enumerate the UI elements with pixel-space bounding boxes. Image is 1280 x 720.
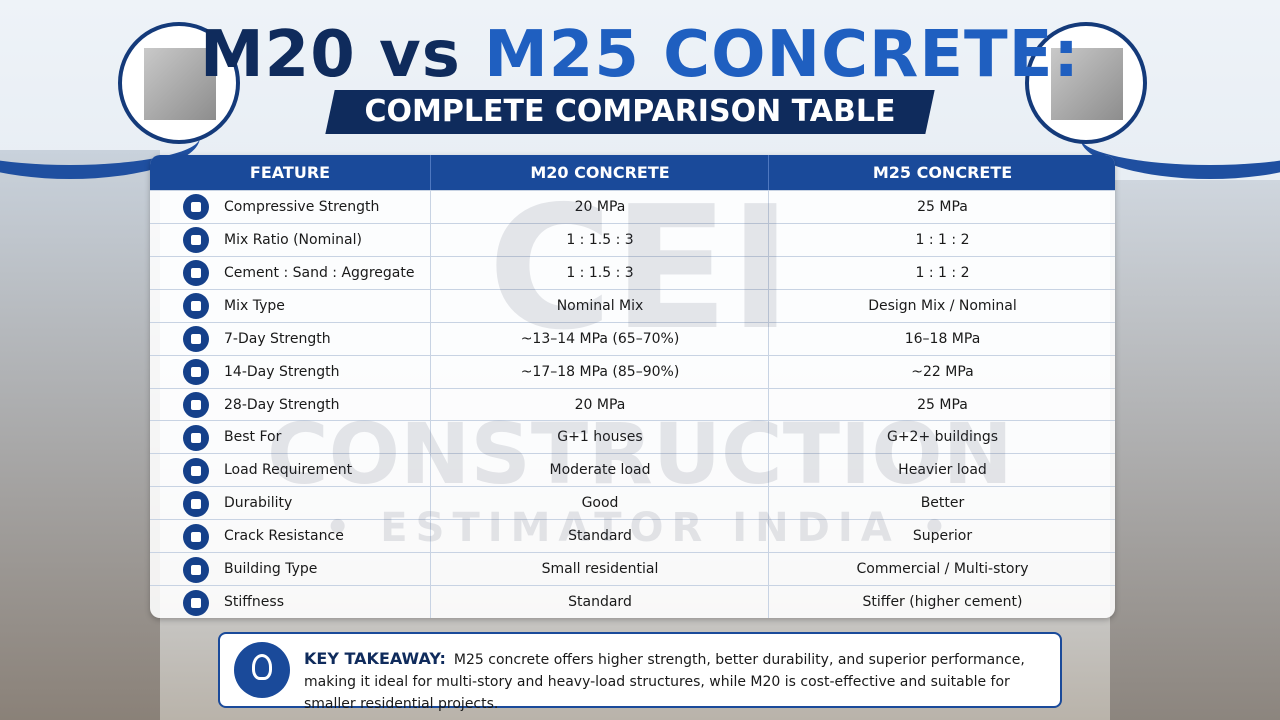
background-right [1110, 180, 1280, 720]
table-cell: Stiffness [224, 594, 284, 611]
concrete-cube [118, 22, 240, 144]
table-cell: 1 : 1.5 : 3 [430, 223, 769, 257]
table-cell: Nominal Mix [430, 289, 769, 323]
table-cell: Building Type [224, 561, 318, 578]
title-part: M20 vs [199, 18, 461, 92]
table-row: 14-Day Strength ~17–18 MPa (85–90%) ~22 MP… [150, 354, 1115, 389]
table-cell: G+1 houses [430, 421, 769, 455]
watermark: CONSTRUCTION [267, 405, 1013, 503]
table-cell: Mix Type [224, 297, 285, 314]
table-row: Best For G+1 houses G+2+ buildings [150, 420, 1115, 455]
takeaway-body: M25 concrete offers higher strength, bet… [304, 652, 1025, 712]
table-cell: Crack Resistance [224, 528, 344, 545]
table-row: Building Type Small residential Commercial… [150, 552, 1115, 587]
table-cell: Commercial / Multi-story [768, 553, 1115, 587]
table-row: Crack Resistance Standard Superior [150, 519, 1115, 554]
table-row: Compressive Strength 20 MPa 25 MPa [150, 190, 1115, 224]
background-left [0, 150, 160, 720]
table-row: 7-Day Strength ~13–14 MPa (65–70%) 16–18 M… [150, 321, 1115, 356]
table-cell: 16–18 MPa [768, 322, 1115, 356]
table-cell: 14-Day Strength [224, 363, 340, 380]
concrete-cube [1025, 22, 1147, 144]
table-cell: Moderate load [430, 454, 769, 488]
takeaway-text: KEY TAKEAWAY: M25 concrete offers higher … [304, 648, 1049, 715]
row-icon [183, 227, 209, 254]
row-icon [183, 589, 209, 616]
row-icon [183, 523, 209, 550]
table-row: Durability Good Better [150, 486, 1115, 521]
watermark: CEI [487, 170, 793, 368]
row-icon [183, 260, 209, 287]
table-cell: ~17–18 MPa (85–90%) [430, 355, 769, 389]
row-icon [183, 490, 209, 517]
row-icon [183, 391, 209, 418]
table-cell: Standard [430, 520, 769, 554]
row-icon [183, 359, 209, 386]
row-icon [183, 194, 209, 221]
table-cell: Heavier load [768, 454, 1115, 488]
table: FEATURE M20 CONCRETE M25 CONCRETE Compressi… [150, 155, 1115, 618]
table-cell: 20 MPa [430, 388, 769, 422]
table-cell: ~22 MPa [768, 355, 1115, 389]
watermark: • ESTIMATOR INDIA • [324, 505, 956, 551]
table-row: Stiffness Standard Stiffer (higher cement) [150, 585, 1115, 618]
table-cell: 7-Day Strength [224, 330, 331, 347]
table-cell: 25 MPa [768, 388, 1115, 422]
table-cell: Best For [224, 429, 282, 446]
column-header: M25 CONCRETE [768, 155, 1115, 190]
table-cell: Superior [768, 520, 1115, 554]
table-cell: Standard [430, 586, 769, 618]
table-cell: G+2+ buildings [768, 421, 1115, 455]
table-cell: 20 MPa [430, 191, 769, 224]
bulb-icon [234, 642, 290, 698]
row-icon [183, 326, 209, 353]
column-header: M20 CONCRETE [430, 155, 769, 190]
table-cell: Design Mix / Nominal [768, 289, 1115, 323]
table-cell: Good [430, 487, 769, 521]
table-cell: Compressive Strength [224, 199, 380, 215]
title: M20 vs M25 CONCRETE: [0, 18, 1280, 92]
table-row: Mix Type Nominal Mix Design Mix / Nominal [150, 288, 1115, 323]
table-cell: Stiffer (higher cement) [768, 586, 1115, 618]
takeaway-label: KEY TAKEAWAY: [304, 649, 446, 668]
table-cell: Better [768, 487, 1115, 521]
row-icon [183, 457, 209, 484]
row-icon [183, 424, 209, 451]
column-header: FEATURE [150, 155, 430, 190]
row-icon [183, 293, 209, 320]
table-row: 28-Day Strength 20 MPa 25 MPa [150, 387, 1115, 422]
table-cell: 1 : 1.5 : 3 [430, 256, 769, 290]
title-part: M25 CONCRETE: [484, 18, 1081, 92]
table-cell: 1 : 1 : 2 [768, 256, 1115, 290]
takeaway-box: KEY TAKEAWAY: M25 concrete offers higher … [218, 632, 1062, 712]
row-icon [183, 556, 209, 583]
table-cell: 25 MPa [768, 191, 1115, 224]
table-cell: Mix Ratio (Nominal) [224, 231, 362, 248]
table-cell: 1 : 1 : 2 [768, 223, 1115, 257]
subtitle: COMPLETE COMPARISON TABLE [364, 94, 896, 129]
table-cell: Small residential [430, 553, 769, 587]
table-cell: Cement : Sand : Aggregate [224, 264, 415, 281]
table-cell: 28-Day Strength [224, 396, 340, 413]
table-cell: Durability [224, 495, 293, 512]
table-row: Load Requirement Moderate load Heavier loa… [150, 453, 1115, 488]
table-cell: Load Requirement [224, 462, 353, 479]
table-cell: ~13–14 MPa (65–70%) [430, 322, 769, 356]
